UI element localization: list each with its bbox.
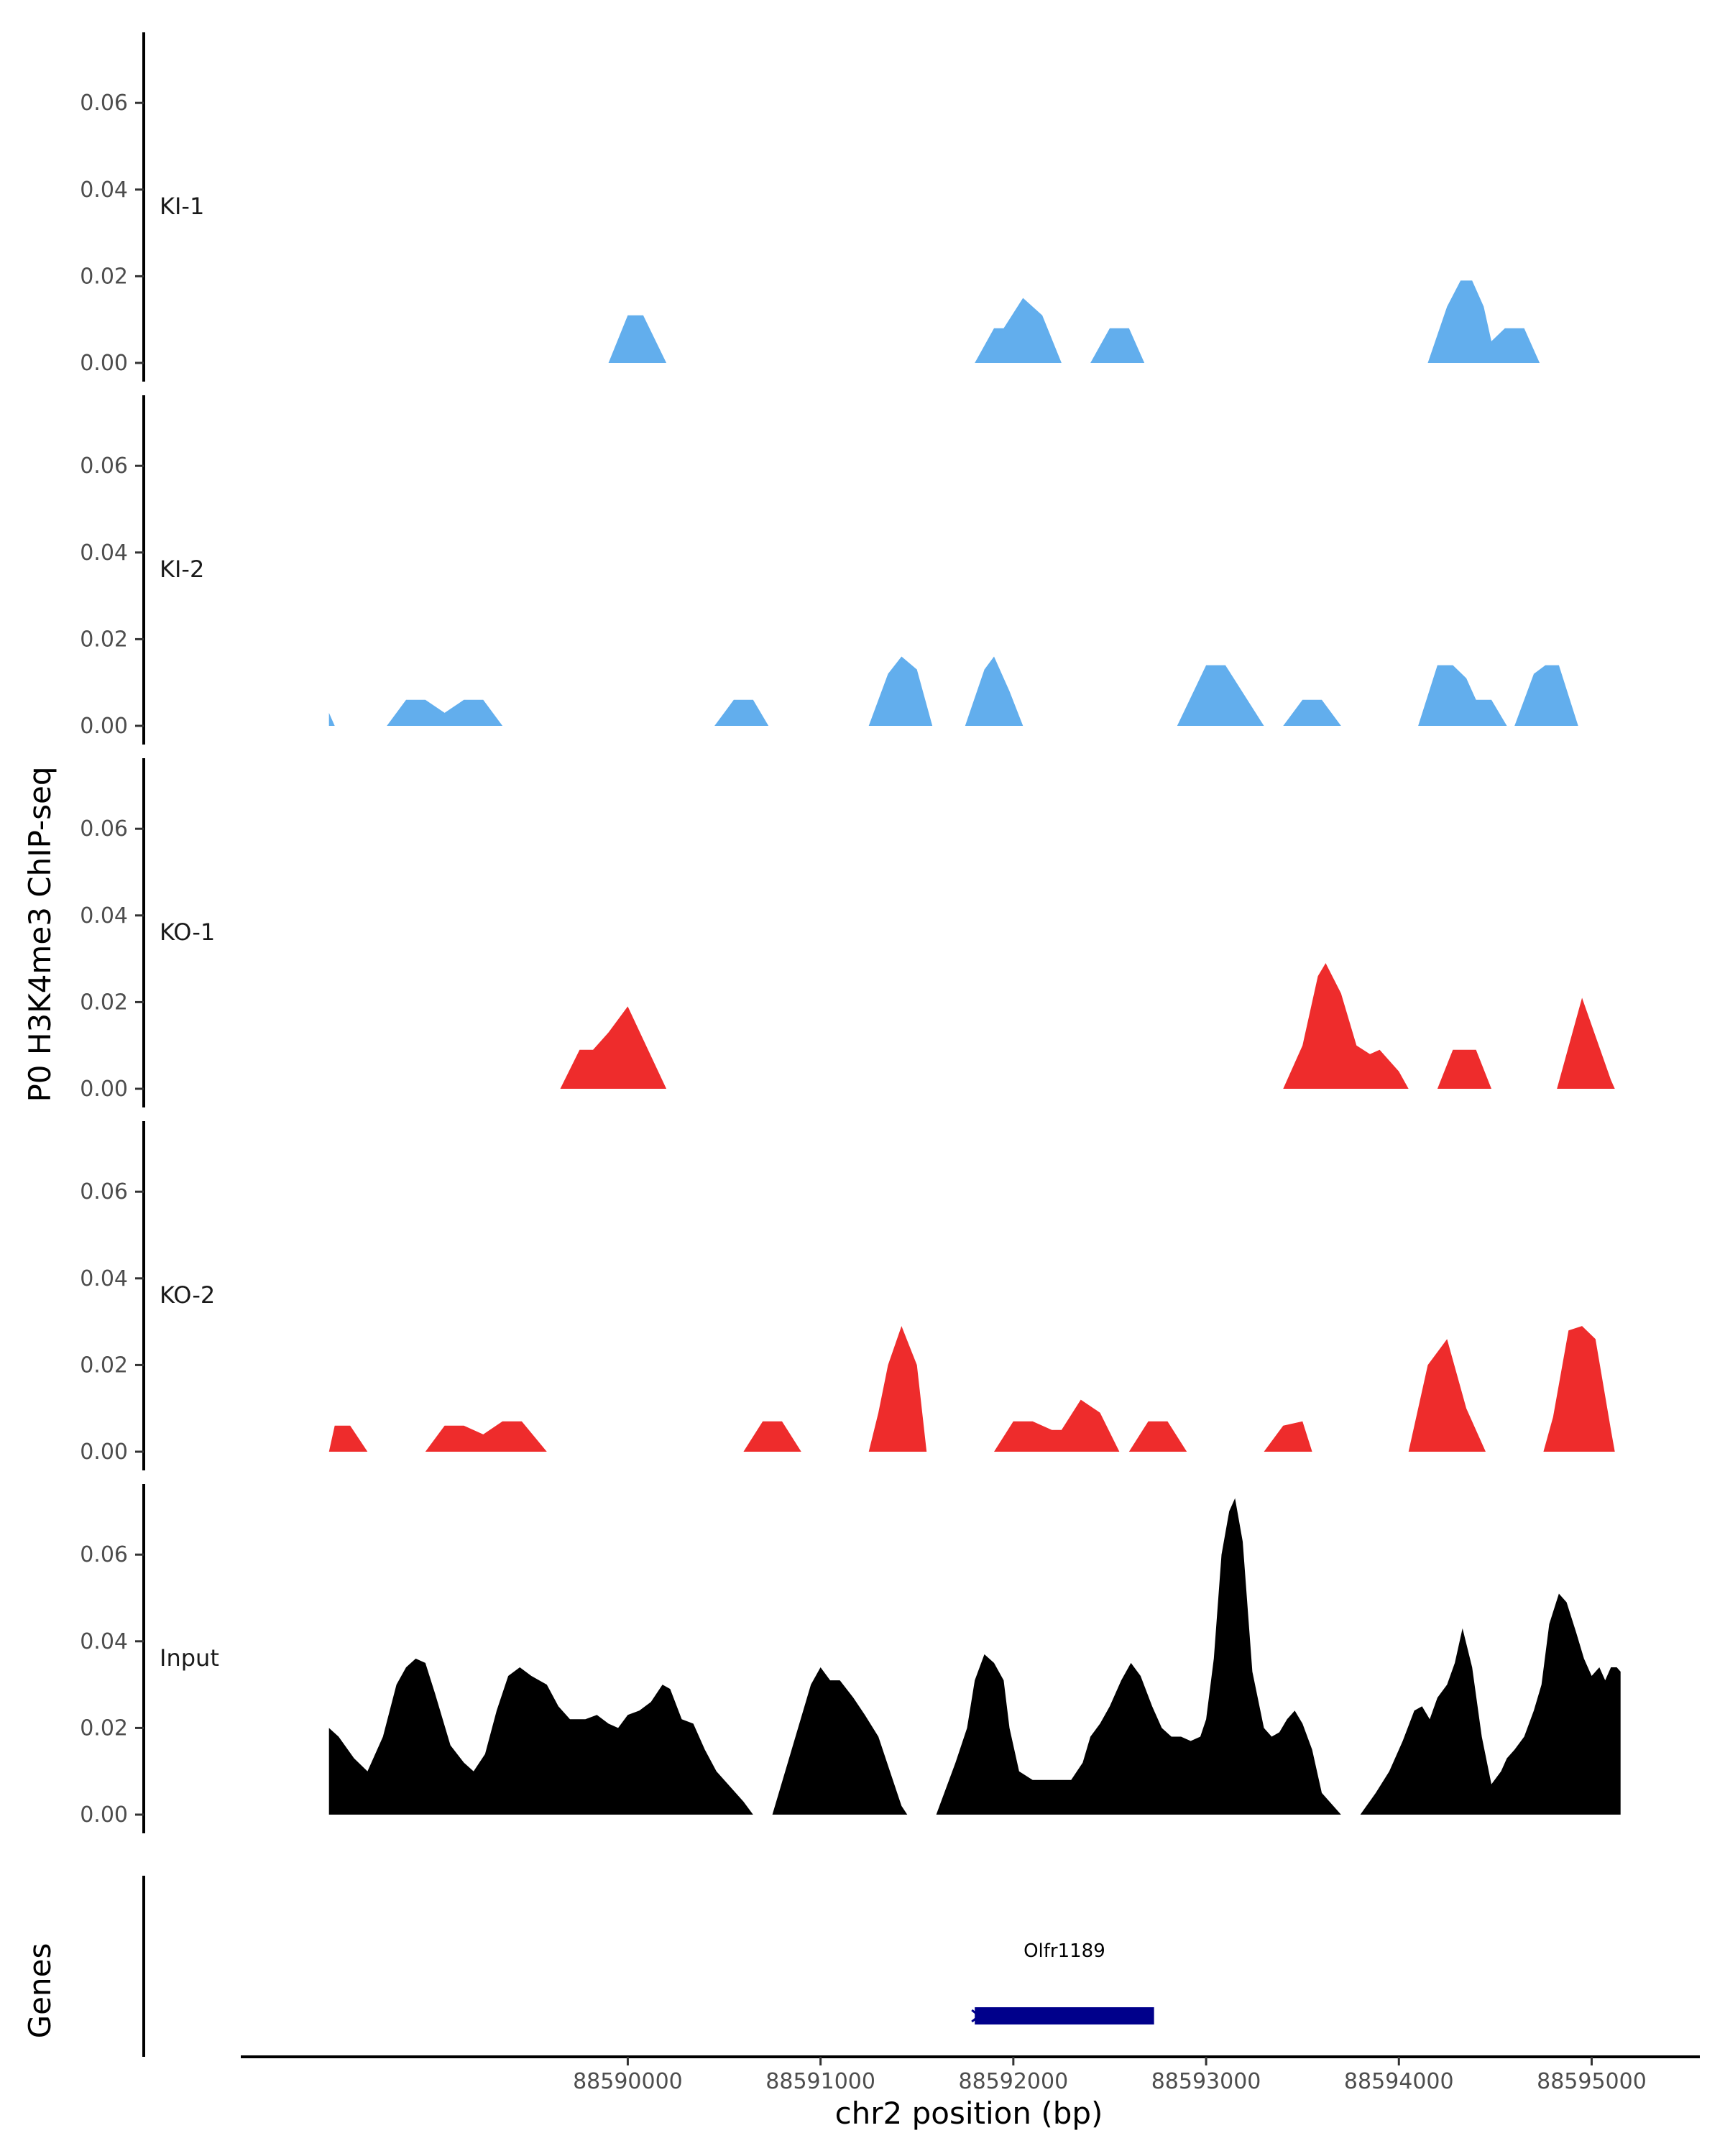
coverage-peak (868, 1326, 927, 1452)
coverage-peak (1543, 1326, 1615, 1452)
y-tick-label: 0.00 (80, 714, 128, 739)
coverage-peak (772, 1667, 908, 1815)
gene-olfr1189: Olfr1189 (971, 1940, 1154, 2024)
y-tick-label: 0.04 (80, 903, 128, 929)
y-tick-label: 0.04 (80, 178, 128, 203)
coverage-peak (994, 1399, 1120, 1452)
coverage-peak (328, 1658, 753, 1815)
coverage-peak (1418, 665, 1507, 726)
y-tick-label: 0.06 (80, 816, 128, 842)
coverage-peak (1283, 699, 1341, 726)
track-ko-1: 0.00 0.02 0.04 0.06 KO-1 (80, 758, 1615, 1107)
coverage-peak (1283, 963, 1409, 1089)
y-tick-label: 0.06 (80, 91, 128, 116)
x-tick-label: 88593000 (1151, 2069, 1261, 2094)
x-tick-label: 88592000 (958, 2069, 1068, 2094)
coverage-peak (1557, 998, 1615, 1089)
coverage-peak (743, 1421, 801, 1452)
x-axis-title: chr2 position (bp) (835, 2096, 1103, 2131)
y-tick-label: 0.02 (80, 264, 128, 289)
track-label: KO-2 (160, 1281, 215, 1309)
coverage-peak (1427, 280, 1540, 363)
y-tick-label: 0.02 (80, 627, 128, 652)
track-input: 0.00 0.02 0.04 0.06 Input (80, 1484, 1621, 1833)
y-tick-label: 0.06 (80, 1179, 128, 1204)
coverage-peak (1128, 1421, 1187, 1452)
y-axis-title: P0 H3K4me3 ChIP-seq (22, 766, 58, 1102)
coverage-peak (975, 298, 1062, 363)
y-tick-label: 0.00 (80, 351, 128, 376)
y-tick-label: 0.04 (80, 1266, 128, 1291)
y-tick-label: 0.06 (80, 453, 128, 479)
coverage-peak (1437, 1049, 1491, 1089)
coverage-peak (560, 1006, 667, 1089)
coverage-peak (868, 656, 933, 726)
coverage-peak (936, 1498, 1341, 1815)
coverage-peak (1514, 665, 1578, 726)
tracks-layer: 0.00 0.02 0.04 0.06 KI-1 0.00 0.02 0.04 0.06 KI-2… (80, 32, 1621, 1833)
gene-strand-arrow (971, 2009, 981, 2023)
track-ki-2: 0.00 0.02 0.04 0.06 KI-2 (80, 395, 1578, 745)
y-tick-label: 0.04 (80, 1629, 128, 1654)
coverage-peak (1264, 1421, 1312, 1452)
y-tick-label: 0.02 (80, 1715, 128, 1741)
y-tick-label: 0.06 (80, 1542, 128, 1567)
coverage-peak (425, 1421, 547, 1452)
coverage-peak (1408, 1339, 1486, 1452)
track-label: KI-2 (160, 556, 204, 583)
x-tick-label: 88591000 (765, 2069, 875, 2094)
track-label: Input (160, 1644, 219, 1672)
coverage-peak (608, 315, 667, 363)
y-tick-label: 0.02 (80, 1353, 128, 1378)
x-tick-label: 88595000 (1537, 2069, 1647, 2094)
genes-layer: Olfr1189 (142, 1876, 1154, 2057)
coverage-peak (965, 656, 1024, 726)
y-tick-label: 0.04 (80, 540, 128, 566)
coverage-peak (1360, 1593, 1621, 1815)
y-tick-label: 0.02 (80, 990, 128, 1015)
coverage-peak (714, 699, 769, 726)
coverage-peak (328, 712, 335, 726)
gene-body (975, 2007, 1154, 2024)
track-ki-1: 0.00 0.02 0.04 0.06 KI-1 (80, 32, 1540, 382)
coverage-peak (328, 1425, 368, 1452)
genes-panel-title: Genes (22, 1943, 58, 2039)
y-tick-label: 0.00 (80, 1802, 128, 1828)
y-tick-label: 0.00 (80, 1077, 128, 1102)
y-tick-label: 0.00 (80, 1439, 128, 1465)
track-label: KI-1 (160, 193, 204, 220)
coverage-peak (1090, 328, 1145, 363)
coverage-peak (387, 699, 503, 726)
coverage-peak (1177, 665, 1264, 726)
x-tick-label: 88590000 (573, 2069, 683, 2094)
x-tick-label: 88594000 (1344, 2069, 1454, 2094)
x-axis: 88590000 88591000 88592000 88593000 88594000… (241, 2055, 1700, 2094)
track-ko-2: 0.00 0.02 0.04 0.06 KO-2 (80, 1121, 1615, 1470)
track-label: KO-1 (160, 918, 215, 946)
gene-label: Olfr1189 (1024, 1940, 1105, 1962)
